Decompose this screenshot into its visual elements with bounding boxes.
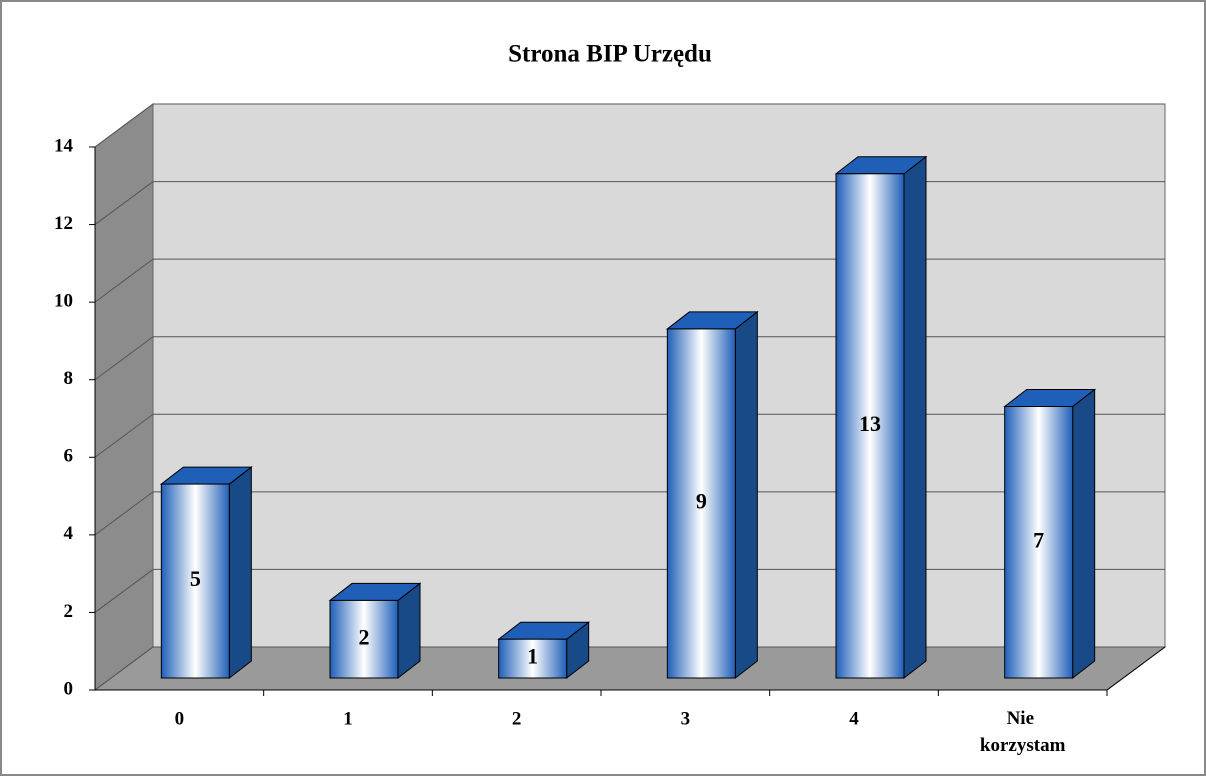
- grid-line-side: [94, 103, 154, 148]
- data-label: 1: [527, 644, 538, 669]
- bar: [498, 638, 568, 679]
- floor-edge: [1106, 646, 1166, 691]
- y-tick-label: 4: [64, 523, 74, 544]
- bar: [666, 328, 736, 679]
- x-tick-label: Nie korzystam: [980, 708, 1066, 756]
- grid-line-side: [94, 413, 154, 458]
- grid-line-side: [94, 181, 154, 225]
- back-wall: [152, 103, 1166, 648]
- y-tick-label: 10: [54, 291, 73, 312]
- grid-line-side: [94, 258, 154, 303]
- x-tick-label: 3: [681, 708, 691, 729]
- grid-line-side: [94, 569, 154, 613]
- y-tick-label: 12: [54, 213, 73, 234]
- bar-side: [903, 155, 927, 680]
- grid-line-side: [94, 336, 154, 381]
- data-label: 7: [1033, 527, 1044, 552]
- grid-line-side: [94, 491, 154, 536]
- data-label: 2: [359, 624, 370, 649]
- bar: [835, 173, 905, 679]
- left-wall: [94, 103, 154, 691]
- data-label: 5: [190, 566, 201, 591]
- y-tick-label: 8: [64, 368, 74, 389]
- bar-side: [228, 466, 252, 680]
- x-tick-label: 2: [512, 708, 522, 729]
- chart-title: Strona BIP Urzędu: [508, 41, 712, 68]
- data-label: 9: [696, 489, 707, 514]
- x-tick-label: 1: [343, 708, 353, 729]
- y-tick-label: 2: [64, 601, 74, 622]
- bar-side: [1072, 388, 1096, 680]
- grid-line-side: [94, 646, 154, 691]
- bar: [160, 483, 230, 679]
- y-tick-label: 14: [54, 135, 74, 156]
- x-tick-label: 0: [175, 708, 185, 729]
- x-tick-label: 4: [849, 708, 859, 729]
- bar-side: [734, 310, 758, 680]
- data-label: 13: [859, 411, 881, 436]
- y-tick-label: 0: [64, 678, 74, 699]
- bar: [329, 599, 399, 679]
- bar: [1004, 406, 1074, 679]
- y-tick-label: 6: [64, 446, 74, 467]
